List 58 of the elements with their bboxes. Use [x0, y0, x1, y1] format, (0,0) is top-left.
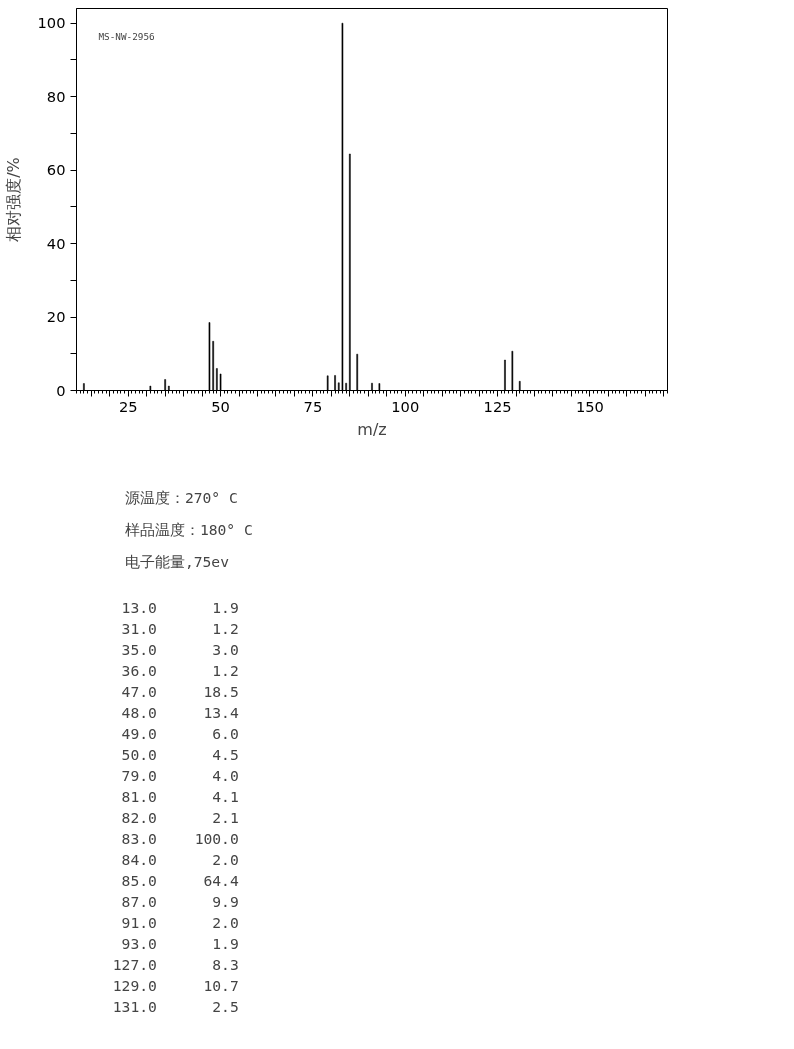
- category-label: 87.0: [121, 892, 157, 910]
- text: 源温度：270° C: [124, 489, 238, 506]
- text: 2.5: [212, 997, 239, 1015]
- y-axis-title: 相对强度/%: [3, 157, 23, 242]
- category-label: 93.0: [121, 934, 157, 952]
- text: 6.0: [212, 724, 239, 742]
- text: 2.0: [212, 913, 239, 931]
- x-axis-title: m/z: [357, 419, 387, 439]
- category-label: 31.0: [121, 619, 157, 637]
- text: 10.7: [203, 976, 239, 994]
- x-tick-label: 100: [391, 397, 420, 415]
- category-label: 131.0: [112, 997, 157, 1015]
- y-tick-label: 20: [46, 308, 66, 326]
- category-label: 47.0: [121, 682, 157, 700]
- text: 3.0: [212, 640, 239, 658]
- y-tick-label: 80: [46, 87, 66, 105]
- category-label: 129.0: [112, 976, 157, 994]
- text: 18.5: [203, 682, 239, 700]
- category-label: 36.0: [121, 661, 157, 679]
- text: 电子能量,75ev: [124, 553, 230, 570]
- category-label: 13.0: [121, 598, 157, 616]
- y-tick-label: 0: [56, 381, 66, 399]
- text: 4.0: [212, 766, 239, 784]
- text: 1.9: [212, 934, 239, 952]
- text: 100.0: [194, 829, 239, 847]
- x-tick-label: 25: [118, 397, 138, 415]
- category-label: 79.0: [121, 766, 157, 784]
- text: 8.3: [212, 955, 239, 973]
- text: 9.9: [212, 892, 239, 910]
- category-label: 35.0: [121, 640, 157, 658]
- category-label: 84.0: [121, 850, 157, 868]
- category-label: 49.0: [121, 724, 157, 742]
- text: 样品温度：180° C: [124, 521, 253, 538]
- x-tick-label: 150: [575, 397, 604, 415]
- category-label: 91.0: [121, 913, 157, 931]
- category-label: 50.0: [121, 745, 157, 763]
- y-tick-label: 60: [46, 161, 66, 179]
- category-label: 81.0: [121, 787, 157, 805]
- y-tick-label: 40: [46, 234, 66, 252]
- text: 2.0: [212, 850, 239, 868]
- text: 1.2: [212, 619, 239, 637]
- category-label: 83.0: [121, 829, 157, 847]
- text: 2.1: [212, 808, 239, 826]
- annotation: MS-NW-2956: [98, 30, 156, 42]
- text: 1.9: [212, 598, 239, 616]
- y-tick-label: 100: [37, 14, 66, 32]
- category-label: 85.0: [121, 871, 157, 889]
- category-label: 48.0: [121, 703, 157, 721]
- text: 1.2: [212, 661, 239, 679]
- text: 64.4: [203, 871, 239, 889]
- category-label: 82.0: [121, 808, 157, 826]
- text: 4.5: [212, 745, 239, 763]
- text: 4.1: [212, 787, 239, 805]
- x-tick-label: 75: [303, 397, 323, 415]
- text: 13.4: [203, 703, 239, 721]
- x-tick-label: 125: [483, 397, 512, 415]
- x-tick-label: 50: [211, 397, 230, 415]
- category-label: 127.0: [112, 955, 157, 973]
